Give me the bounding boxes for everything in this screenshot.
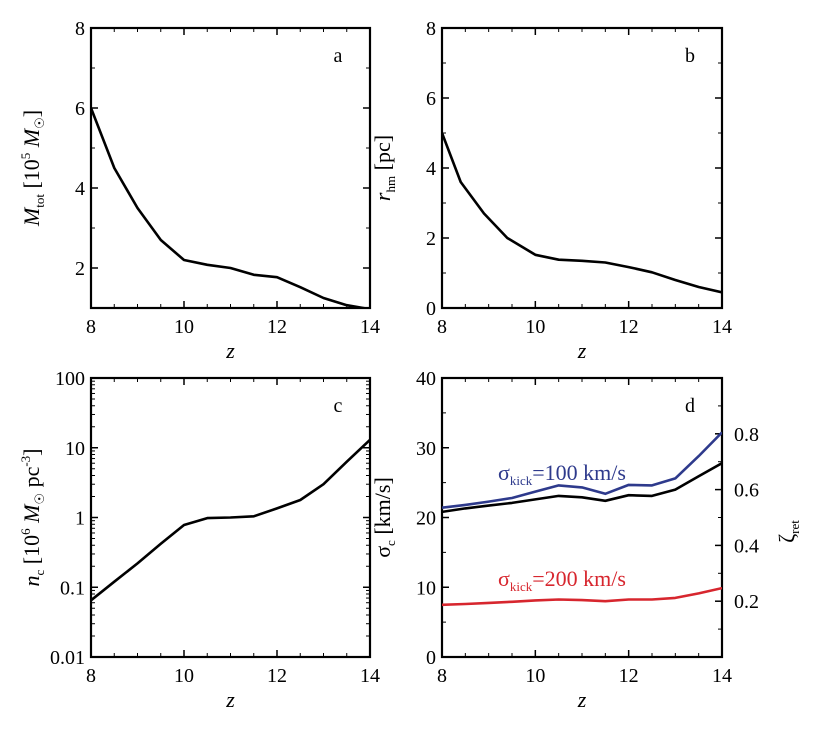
series-line-2 — [442, 431, 722, 509]
plot-frame — [440, 376, 724, 659]
label-text: [pc] — [370, 135, 395, 176]
label-unit-superscript: -3 — [18, 456, 33, 467]
y-axis-label: Mtot [105 M☉] — [18, 110, 47, 227]
label-unit: M — [19, 127, 44, 153]
label-subscript: c — [32, 570, 47, 576]
series-line-1 — [91, 107, 370, 308]
series-line-3 — [442, 586, 722, 607]
label-symbol: M — [19, 206, 44, 227]
y-tick-label: 40 — [416, 368, 436, 390]
y2-tick-label: 0.2 — [734, 591, 759, 613]
x-axis-label: z — [577, 687, 587, 712]
plot-frame — [440, 26, 724, 310]
label-unit-subscript: ☉ — [32, 117, 47, 129]
y-tick-label: 30 — [416, 438, 436, 460]
y-axis-label: rhm [pc] — [370, 135, 398, 201]
plot-frame — [89, 26, 372, 310]
series-line-1 — [442, 461, 722, 514]
label-close: ] — [19, 448, 44, 455]
x-tick-label: 14 — [712, 316, 732, 338]
panel-label: c — [334, 395, 343, 417]
label-unit-subscript: ☉ — [32, 493, 47, 505]
series-line-1 — [91, 438, 370, 602]
label-subscript: kick — [510, 473, 533, 488]
y-tick-label: 10 — [416, 577, 436, 599]
y-tick-label: 10 — [65, 438, 85, 460]
x-tick-label: 10 — [525, 665, 545, 687]
label-symbol: n — [19, 576, 44, 587]
label-subscript: tot — [32, 194, 47, 208]
label-text: =100 km/s — [532, 460, 626, 485]
x-tick-label: 8 — [437, 316, 447, 338]
y-tick-label: 100 — [55, 368, 85, 390]
x-tick-label: 8 — [437, 665, 447, 687]
y-tick-label: 2 — [75, 258, 85, 280]
label-superscript: 5 — [18, 153, 33, 160]
label-close: ] — [19, 110, 44, 117]
y-tick-label: 0 — [426, 298, 436, 320]
x-tick-label: 10 — [174, 665, 194, 687]
x-tick-label: 8 — [86, 316, 96, 338]
x-tick-label: 12 — [267, 316, 287, 338]
x-tick-label: 12 — [619, 665, 639, 687]
y-tick-label: 0.1 — [60, 577, 85, 599]
y-axis-label: σc [km/s] — [370, 477, 398, 558]
panel-label: d — [685, 395, 695, 417]
x-tick-label: 10 — [525, 316, 545, 338]
label-unit: M — [19, 503, 44, 529]
panel-b: 8 10 12 14 0 2 4 6 8 b z rhm [pc] — [370, 18, 732, 363]
y-tick-label: 20 — [416, 508, 436, 530]
y2-tick-label: 0.4 — [734, 535, 759, 557]
y-tick-label: 1 — [75, 508, 85, 530]
label-symbol: σ — [498, 460, 510, 485]
label-symbol: ζ — [774, 534, 799, 543]
x-tick-label: 14 — [360, 665, 380, 687]
series-line-1 — [442, 132, 722, 294]
x-tick-label: 12 — [267, 665, 287, 687]
label-text: [10 — [19, 535, 44, 570]
label-unit-tail: pc — [19, 466, 44, 493]
label-subscript: c — [383, 540, 398, 546]
x-axis-label: z — [225, 338, 235, 363]
series-annotation-2: σkick=200 km/s — [498, 566, 626, 594]
label-superscript: 6 — [18, 528, 33, 535]
label-symbol: σ — [498, 566, 510, 591]
y-tick-label: 4 — [75, 178, 85, 200]
x-tick-label: 12 — [619, 316, 639, 338]
y-tick-label: 8 — [426, 18, 436, 40]
panel-label: b — [685, 45, 695, 67]
y-axis-label: nc [106 M☉ pc-3] — [18, 448, 47, 586]
series-annotation-1: σkick=100 km/s — [498, 460, 626, 488]
label-text: [10 — [19, 159, 44, 194]
x-axis-label: z — [577, 338, 587, 363]
y2-axis-label: ζret — [774, 520, 802, 543]
y-tick-label: 6 — [426, 88, 436, 110]
y2-tick-label: 0.6 — [734, 480, 759, 502]
y-tick-label: 4 — [426, 158, 436, 180]
label-symbol: r — [370, 192, 395, 201]
label-symbol: σ — [370, 546, 395, 558]
y-tick-label: 0 — [426, 647, 436, 669]
panel-label: a — [334, 45, 343, 67]
label-text: =200 km/s — [532, 566, 626, 591]
x-tick-label: 8 — [86, 665, 96, 687]
label-subscript: ret — [787, 520, 802, 534]
label-subscript: kick — [510, 579, 533, 594]
x-tick-label: 14 — [712, 665, 732, 687]
label-text: [km/s] — [370, 477, 395, 540]
x-tick-label: 14 — [360, 316, 380, 338]
y-tick-label: 6 — [75, 98, 85, 120]
x-tick-label: 10 — [174, 316, 194, 338]
x-axis-label: z — [225, 687, 235, 712]
y-tick-label: 8 — [75, 18, 85, 40]
label-subscript: hm — [383, 176, 398, 193]
y-tick-label: 2 — [426, 228, 436, 250]
y-tick-label: 0.01 — [50, 647, 85, 669]
y2-tick-label: 0.8 — [734, 424, 759, 446]
